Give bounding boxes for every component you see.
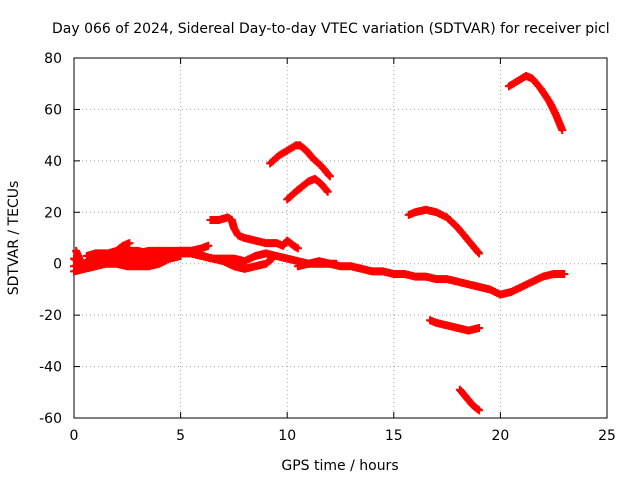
data-point	[325, 172, 334, 181]
series-arc-j	[283, 174, 332, 204]
data-point	[323, 187, 332, 196]
chart-title: Day 066 of 2024, Sidereal Day-to-day VTE…	[52, 21, 610, 37]
data-point	[204, 241, 213, 250]
data-point	[473, 248, 482, 256]
y-tick-label: -40	[39, 360, 62, 376]
data-point	[475, 249, 484, 258]
data-point	[324, 170, 333, 179]
data-point	[322, 186, 331, 195]
data-point	[475, 324, 484, 332]
y-tick-label: -20	[39, 308, 62, 324]
data-marks	[70, 72, 569, 415]
x-tick-label: 0	[70, 428, 79, 444]
y-axis-label: SDTVAR / TECUs	[6, 181, 22, 296]
y-tick-label: 60	[44, 102, 62, 118]
x-tick-label: 25	[598, 428, 616, 444]
data-point	[125, 239, 134, 248]
y-tick-label: 20	[44, 205, 62, 221]
series-arc-h	[206, 213, 302, 253]
series-arc-f	[101, 246, 277, 273]
y-tick-label: 0	[53, 257, 62, 273]
x-tick-label: 15	[385, 428, 403, 444]
series-arc-o	[504, 72, 567, 134]
data-point	[293, 244, 302, 253]
series-arc-i	[266, 141, 334, 181]
data-point	[475, 406, 484, 415]
x-tick-label: 10	[278, 428, 296, 444]
data-point	[558, 126, 567, 134]
x-tick-label: 20	[491, 428, 509, 444]
series-arc-m	[426, 316, 484, 335]
y-tick-label: -60	[39, 411, 62, 427]
x-tick-label: 5	[176, 428, 185, 444]
data-point	[473, 405, 482, 414]
data-point	[560, 270, 569, 278]
x-axis-label: GPS time / hours	[281, 458, 398, 474]
plot-frame	[73, 57, 608, 419]
series-arc-l	[404, 205, 484, 258]
series-arc-n	[455, 385, 484, 415]
y-tick-label: 80	[44, 51, 62, 67]
series-arc-k	[293, 257, 569, 299]
axis-ticks: 0 5 10 15 20 25 -60 -40 -20 0 20 40 60 80	[39, 51, 616, 444]
y-tick-label: 40	[44, 154, 62, 170]
grid	[74, 58, 607, 418]
